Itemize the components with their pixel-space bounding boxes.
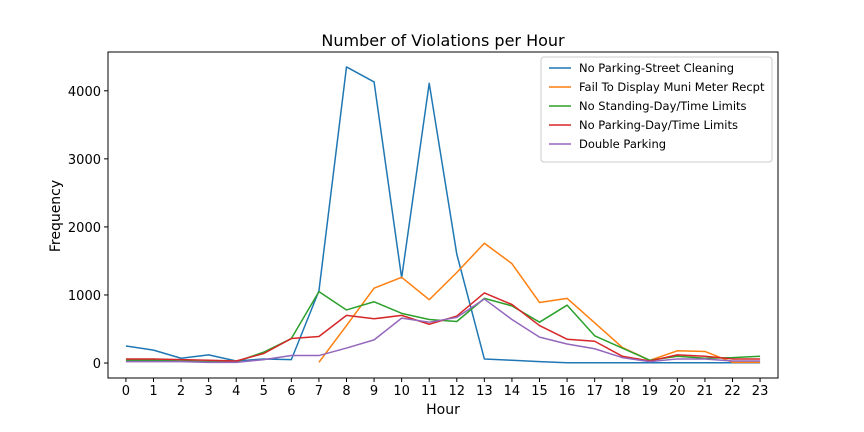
plot-area: 0 1 2 3 4 5 6 7 8 9 10 11 12 13 14 15 16 17 18 19 20 21 22 2301… xyxy=(68,66,769,399)
legend-label: No Parking-Street Cleaning xyxy=(579,61,734,75)
y-tick-label: 4000 xyxy=(68,85,101,100)
x-axis-label: Hour xyxy=(426,402,460,418)
x-tick-label: 20 xyxy=(669,384,686,399)
y-tick-label: 0 xyxy=(93,357,101,372)
x-tick-label: 3 xyxy=(204,384,212,399)
x-tick-label: 16 xyxy=(559,384,576,399)
series-line-1 xyxy=(318,242,761,364)
series-line-0 xyxy=(125,66,761,364)
series-line-4 xyxy=(125,298,761,364)
x-tick-label: 6 xyxy=(287,384,295,399)
legend-label: Double Parking xyxy=(579,137,666,151)
y-tick-label: 3000 xyxy=(68,153,101,168)
x-tick-label: 2 xyxy=(177,384,185,399)
x-tick-label: 12 xyxy=(449,384,466,399)
y-tick-label: 2000 xyxy=(68,221,101,236)
x-tick-label: 14 xyxy=(504,384,521,399)
y-axis-label: Frequency xyxy=(48,180,64,252)
x-tick-label: 1 xyxy=(149,384,157,399)
series-line-2 xyxy=(125,290,761,363)
series-line-3 xyxy=(125,292,761,362)
x-tick-label: 10 xyxy=(393,384,410,399)
x-tick-label: 19 xyxy=(642,384,659,399)
x-tick-label: 8 xyxy=(342,384,350,399)
legend-label: Fail To Display Muni Meter Recpt xyxy=(579,80,765,94)
x-tick-label: 5 xyxy=(260,384,268,399)
legend-box xyxy=(540,56,773,163)
x-tick-label: 0 xyxy=(122,384,130,399)
chart-title: Number of Violations per Hour xyxy=(321,31,565,50)
x-tick-label: 4 xyxy=(232,384,240,399)
x-tick-label: 13 xyxy=(476,384,493,399)
x-tick-label: 22 xyxy=(724,384,741,399)
legend-label: No Parking-Day/Time Limits xyxy=(579,118,738,132)
x-tick-label: 15 xyxy=(531,384,548,399)
legend: No Parking-Street Cleaning Fail To Displa… xyxy=(540,56,773,163)
x-tick-label: 21 xyxy=(697,384,714,399)
axes-frame xyxy=(107,51,779,379)
x-tick-label: 23 xyxy=(752,384,769,399)
x-tick-label: 11 xyxy=(421,384,438,399)
legend-label: No Standing-Day/Time Limits xyxy=(579,99,747,113)
y-tick-label: 1000 xyxy=(68,289,101,304)
x-tick-label: 9 xyxy=(370,384,378,399)
x-tick-label: 18 xyxy=(614,384,631,399)
x-tick-label: 17 xyxy=(586,384,603,399)
x-tick-label: 7 xyxy=(315,384,323,399)
